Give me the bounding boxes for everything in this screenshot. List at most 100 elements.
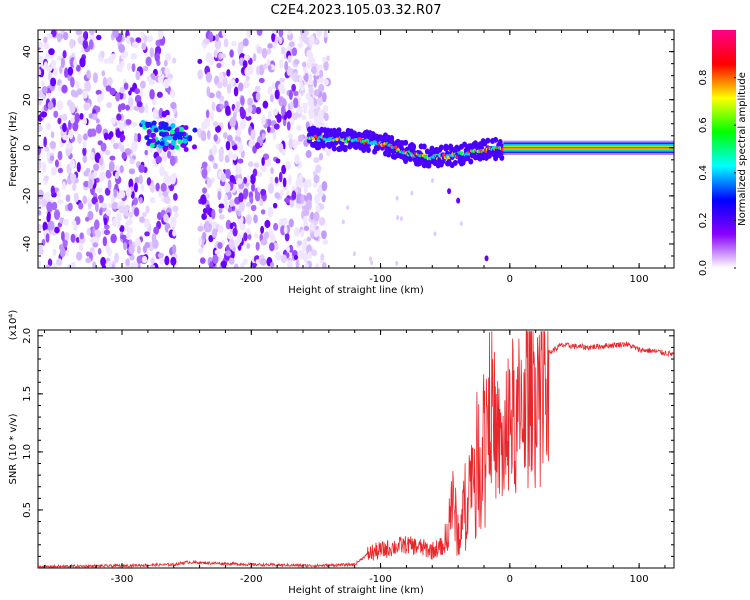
- heat-cell: [201, 168, 208, 179]
- heat-cell: [50, 185, 56, 196]
- heat-cell: [82, 140, 87, 149]
- heat-cell: [236, 233, 243, 244]
- heat-cell: [62, 122, 67, 133]
- heat-cell: [306, 49, 312, 58]
- heat-cell: [250, 129, 256, 141]
- heat-cell: [202, 187, 208, 194]
- heat-cell: [285, 160, 292, 171]
- heat-cell: [59, 65, 63, 74]
- heat-cell: [47, 211, 51, 221]
- heat-cell: [78, 243, 84, 252]
- heat-cell: [170, 101, 177, 110]
- heat-cell: [157, 75, 163, 83]
- heat-cell: [273, 123, 280, 130]
- signal-cell: [169, 129, 175, 135]
- signal-cell: [403, 158, 409, 165]
- heat-cell: [45, 191, 51, 201]
- signal-cell: [389, 134, 395, 141]
- signal-cell: [448, 143, 454, 150]
- heat-cell: [57, 150, 63, 161]
- heat-cell: [135, 37, 142, 43]
- heat-cell: [223, 38, 229, 48]
- heat-cell: [174, 211, 179, 219]
- heat-cell: [172, 57, 177, 64]
- heat-cell: [82, 118, 88, 126]
- heat-cell: [244, 67, 250, 77]
- signal-cell: [162, 125, 168, 131]
- heat-cell: [107, 247, 112, 257]
- heat-cell: [103, 58, 110, 64]
- heat-cell: [48, 48, 55, 56]
- heat-cell: [301, 114, 307, 121]
- heat-cell: [70, 233, 76, 243]
- heat-cell: [149, 47, 155, 58]
- heat-cell: [294, 187, 299, 193]
- heat-cell: [54, 226, 60, 234]
- heat-cell: [50, 77, 57, 87]
- heat-cell: [274, 89, 280, 100]
- signal-cell: [421, 143, 427, 150]
- heat-cell: [302, 102, 308, 109]
- heat-cell: [40, 111, 48, 118]
- heat-cell: [310, 211, 315, 220]
- signal-cell: [150, 132, 156, 138]
- heat-cell: [54, 159, 59, 168]
- heat-cell: [65, 249, 70, 257]
- heat-cell: [57, 167, 64, 174]
- heat-cell: [206, 164, 211, 173]
- heat-cell: [127, 96, 134, 107]
- heat-cell: [103, 229, 111, 236]
- heat-cell: [92, 113, 98, 121]
- heat-cell: [49, 140, 57, 150]
- heat-cell: [197, 58, 203, 64]
- heat-cell: [50, 59, 57, 69]
- heat-cell: [135, 70, 141, 81]
- heat-cell: [40, 80, 45, 87]
- heat-cell: [314, 262, 320, 268]
- heat-cell: [228, 257, 235, 265]
- heat-cell: [162, 191, 169, 197]
- heat-cell: [321, 92, 327, 103]
- heat-cell: [219, 71, 224, 83]
- signal-cell: [166, 126, 172, 132]
- signal-cell: [174, 127, 180, 133]
- heat-cell: [256, 30, 263, 37]
- heat-cell: [48, 71, 52, 82]
- heat-cell: [166, 150, 172, 159]
- heat-cell: [301, 33, 307, 42]
- heat-cell: [316, 64, 323, 70]
- heat-cell: [293, 59, 300, 65]
- heat-cell: [225, 140, 231, 151]
- heat-cell: [65, 143, 73, 150]
- heat-cell: [312, 182, 318, 188]
- heat-cell: [256, 46, 263, 55]
- spectrogram-y-axis-label: Frequency (Hz): [8, 111, 19, 187]
- heat-cell: [158, 70, 163, 76]
- heat-cell: [322, 239, 329, 245]
- heat-cell: [70, 76, 75, 88]
- heat-cell: [68, 129, 74, 140]
- heat-cell: [275, 251, 282, 261]
- heat-cell: [82, 39, 89, 50]
- heat-cell: [84, 81, 89, 90]
- heat-cell: [47, 258, 53, 267]
- heat-cell: [125, 119, 132, 125]
- heat-cell: [209, 55, 214, 66]
- heat-cell: [164, 255, 170, 266]
- heat-cell: [266, 125, 271, 133]
- heat-cell: [129, 37, 135, 43]
- heat-cell: [116, 113, 122, 121]
- heat-cell: [94, 219, 100, 230]
- heat-cell: [144, 103, 149, 114]
- heat-cell: [229, 174, 235, 183]
- spectrogram-cells: [38, 30, 674, 268]
- heat-cell: [267, 86, 273, 96]
- heat-cell: [352, 251, 356, 257]
- heat-cell: [76, 251, 83, 261]
- heat-cell: [447, 188, 452, 195]
- heat-cell: [133, 182, 138, 193]
- heat-cell: [205, 109, 210, 119]
- heat-cell: [309, 103, 315, 111]
- heat-cell: [237, 244, 242, 251]
- heat-cell: [255, 241, 260, 251]
